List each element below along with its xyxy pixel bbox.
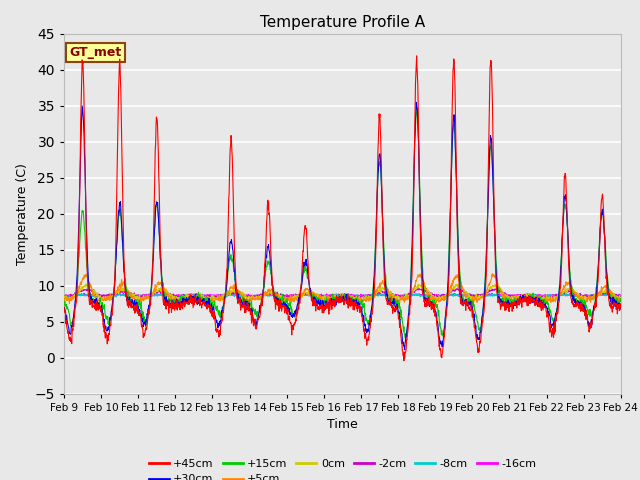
Y-axis label: Temperature (C): Temperature (C) bbox=[16, 163, 29, 264]
Text: GT_met: GT_met bbox=[70, 46, 122, 59]
Legend: +45cm, +30cm, +15cm, +5cm, 0cm, -2cm, -8cm, -16cm: +45cm, +30cm, +15cm, +5cm, 0cm, -2cm, -8… bbox=[145, 455, 540, 480]
Title: Temperature Profile A: Temperature Profile A bbox=[260, 15, 425, 30]
X-axis label: Time: Time bbox=[327, 418, 358, 431]
